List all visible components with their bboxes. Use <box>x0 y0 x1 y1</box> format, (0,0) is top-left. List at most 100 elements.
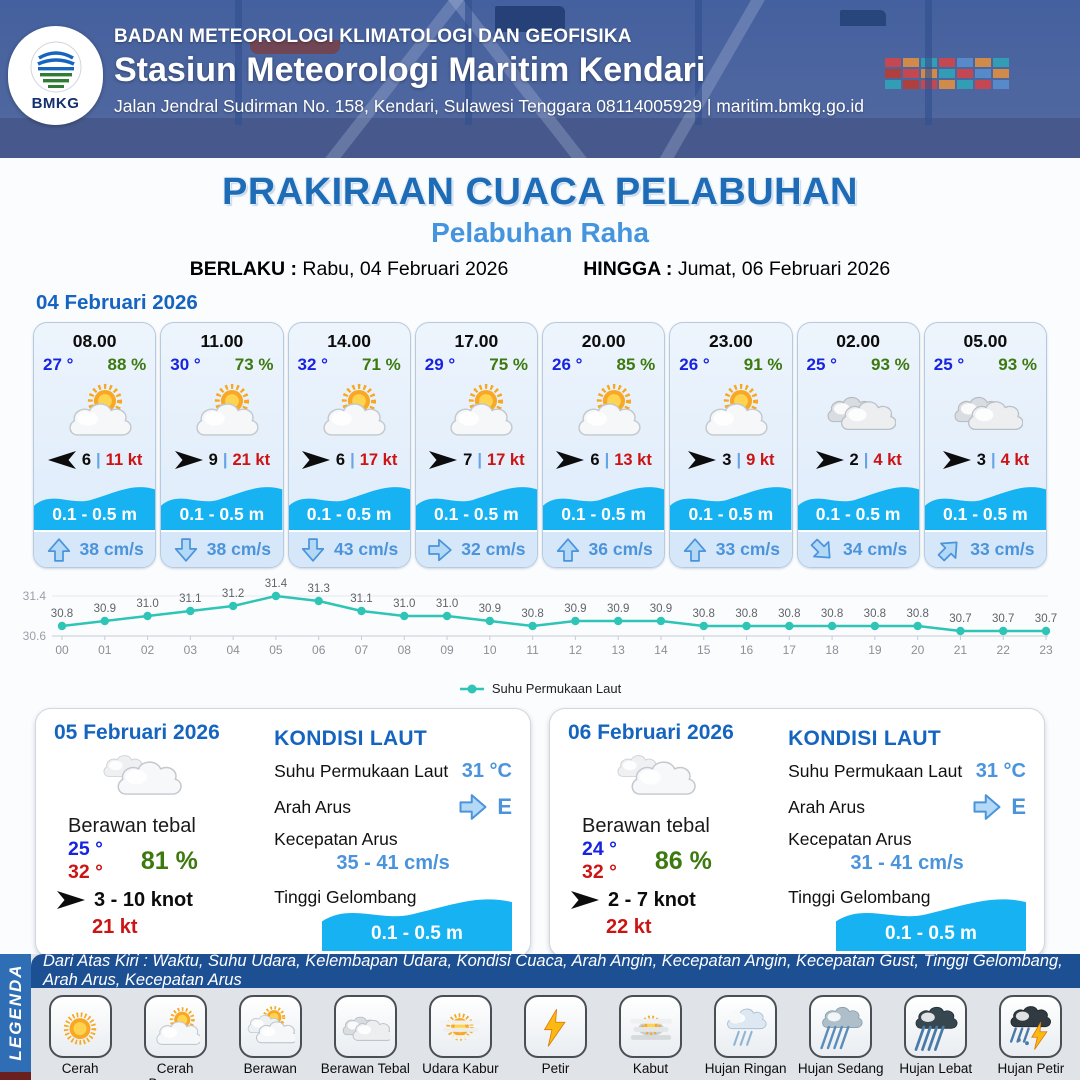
current-direction-icon <box>47 538 70 562</box>
svg-text:00: 00 <box>55 643 69 657</box>
humidity-value: 91 % <box>743 355 783 374</box>
current-row: 36 cm/s <box>543 530 665 567</box>
svg-text:16: 16 <box>740 643 754 657</box>
current-direction-icon <box>459 794 487 820</box>
svg-text:04: 04 <box>226 643 240 657</box>
svg-text:31.0: 31.0 <box>136 598 158 610</box>
header-text: BADAN METEOROLOGI KLIMATOLOGI DAN GEOFIS… <box>114 26 864 117</box>
separator: | <box>990 450 996 469</box>
temperature-value: 26 ° <box>679 355 710 374</box>
sst-value: 31 °C <box>461 760 512 782</box>
temp-humidity-row: 26 ° 85 % <box>543 352 664 375</box>
bmkg-logo-text: BMKG <box>31 94 80 112</box>
gust-value: 21 kt <box>232 450 271 469</box>
legend-item-label: Petir <box>541 1061 570 1076</box>
sst-label: Suhu Permukaan Laut <box>788 761 963 781</box>
svg-text:30.8: 30.8 <box>51 608 73 620</box>
current-row: 32 cm/s <box>415 530 537 567</box>
svg-text:31.0: 31.0 <box>393 598 415 610</box>
hourly-card-05.00: 05.00 25 ° 93 % 3 | 4 kt 0.1 - 0.5 m <box>923 322 1047 568</box>
wind-direction-icon <box>429 451 458 470</box>
svg-text:18: 18 <box>825 643 839 657</box>
wave-height-value: 0.1 - 0.5 m <box>306 504 392 525</box>
wind-speed-value: 6 <box>335 450 346 469</box>
sst-label: Suhu Permukaan Laut <box>274 761 449 781</box>
legend-item-label: Berawan Tebal <box>320 1061 410 1076</box>
daily-date: 06 Februari 2026 <box>568 721 734 744</box>
wind-speed-value: 3 <box>976 450 986 469</box>
hingga-label: HINGGA : <box>583 258 673 280</box>
wave-icon <box>288 486 410 531</box>
current-speed-value: 35 - 41 cm/s <box>336 852 450 874</box>
wind-speed-value: 9 <box>208 450 218 469</box>
temp-humidity-row: 30 ° 73 % <box>161 352 282 375</box>
header-decoration <box>465 0 472 125</box>
chart-legend-label: Suhu Permukaan Laut <box>491 681 622 696</box>
temp-humidity-row: 25 ° 93 % <box>798 352 919 375</box>
header-decoration <box>975 69 991 78</box>
separator: | <box>96 450 101 469</box>
temp-min-value: 25 ° <box>68 838 103 860</box>
current-direction-icon <box>428 538 452 561</box>
condition-label: Berawan tebal <box>68 815 196 837</box>
header-decoration <box>903 69 919 78</box>
temperature-value: 29 ° <box>424 355 456 374</box>
humidity-value: 88 % <box>107 355 147 374</box>
gust-value: 17 kt <box>486 450 525 469</box>
legend-item-hujan-ringan: Hujan Ringan <box>700 995 792 1077</box>
header-decoration <box>957 80 973 89</box>
sea-conditions: KONDISI LAUT Suhu Permukaan Laut 31 °C A… <box>260 721 512 951</box>
wave-height-value: 0.1 - 0.5 m <box>885 923 977 944</box>
berawan-icon <box>798 375 919 446</box>
header: BMKG BADAN METEOROLOGI KLIMATOLOGI DAN G… <box>0 0 1080 158</box>
wind-row: 6 | 11 kt <box>34 446 155 475</box>
forecast-time: 14.00 <box>327 331 372 351</box>
svg-text:13: 13 <box>611 643 625 657</box>
wind-row: 9 | 21 kt <box>161 446 282 475</box>
hingga-value: Jumat, 06 Februari 2026 <box>677 258 891 280</box>
header-decoration <box>0 118 1080 158</box>
wind-row: 3 | 4 kt <box>925 446 1046 475</box>
svg-text:30.6: 30.6 <box>23 629 47 643</box>
kabut-icon <box>619 995 683 1058</box>
header-decoration <box>695 0 702 125</box>
temperature-value: 30 ° <box>170 355 201 374</box>
separator: | <box>736 450 742 469</box>
svg-text:31.1: 31.1 <box>350 593 372 605</box>
svg-text:31.1: 31.1 <box>179 593 201 605</box>
cerah-berawan-icon <box>143 995 207 1058</box>
tinggi-gelombang-label: Tinggi Gelombang <box>788 887 931 907</box>
current-speed-value: 43 cm/s <box>334 539 399 560</box>
svg-text:12: 12 <box>569 643 583 657</box>
hujan-petir-icon <box>999 995 1063 1058</box>
cerah-berawan-icon <box>416 375 537 446</box>
daily-date: 05 Februari 2026 <box>54 721 220 744</box>
berlaku-label: BERLAKU : <box>189 258 297 280</box>
wind-direction-icon <box>47 451 76 470</box>
gust-value: 17 kt <box>359 450 398 469</box>
legend-item-petir: Petir <box>509 995 601 1077</box>
current-row: 43 cm/s <box>288 530 410 567</box>
wave-height-band: 0.1 - 0.5 m <box>161 475 283 531</box>
wave-height-band: 0.1 - 0.5 m <box>34 475 156 531</box>
current-direction-icon <box>301 538 325 562</box>
wave-height-box: 0.1 - 0.5 m <box>836 885 1026 951</box>
wind-row: 3 - 10 knot <box>56 889 260 912</box>
legend-title: LEGENDA <box>5 963 25 1061</box>
kondisi-laut-heading: KONDISI LAUT <box>788 727 942 750</box>
cerah-berawan-icon <box>670 375 791 446</box>
current-speed-value: 34 cm/s <box>843 539 908 560</box>
legend-items: Cerah Cerah Berawan Berawan Berawan Teba… <box>31 988 1080 1080</box>
hujan-lebat-icon <box>904 995 968 1058</box>
temperature-block: 24 ° 32 ° 86 % <box>582 838 774 885</box>
svg-text:20: 20 <box>911 643 925 657</box>
humidity-value: 81 % <box>140 846 198 875</box>
separator: | <box>604 450 610 469</box>
temperature-value: 25 ° <box>933 355 965 374</box>
header-decoration <box>885 80 901 89</box>
hourly-card-23.00: 23.00 26 ° 91 % 3 | 9 kt 0.1 - 0.5 m 33 … <box>669 322 793 568</box>
hourly-card-11.00: 11.00 30 ° 73 % 9 | 21 kt 0.1 - 0.5 m 38… <box>160 322 284 568</box>
current-row: 38 cm/s <box>34 530 156 567</box>
sst-row: Suhu Permukaan Laut 31 °C <box>274 760 512 783</box>
svg-text:30.7: 30.7 <box>1035 613 1057 625</box>
